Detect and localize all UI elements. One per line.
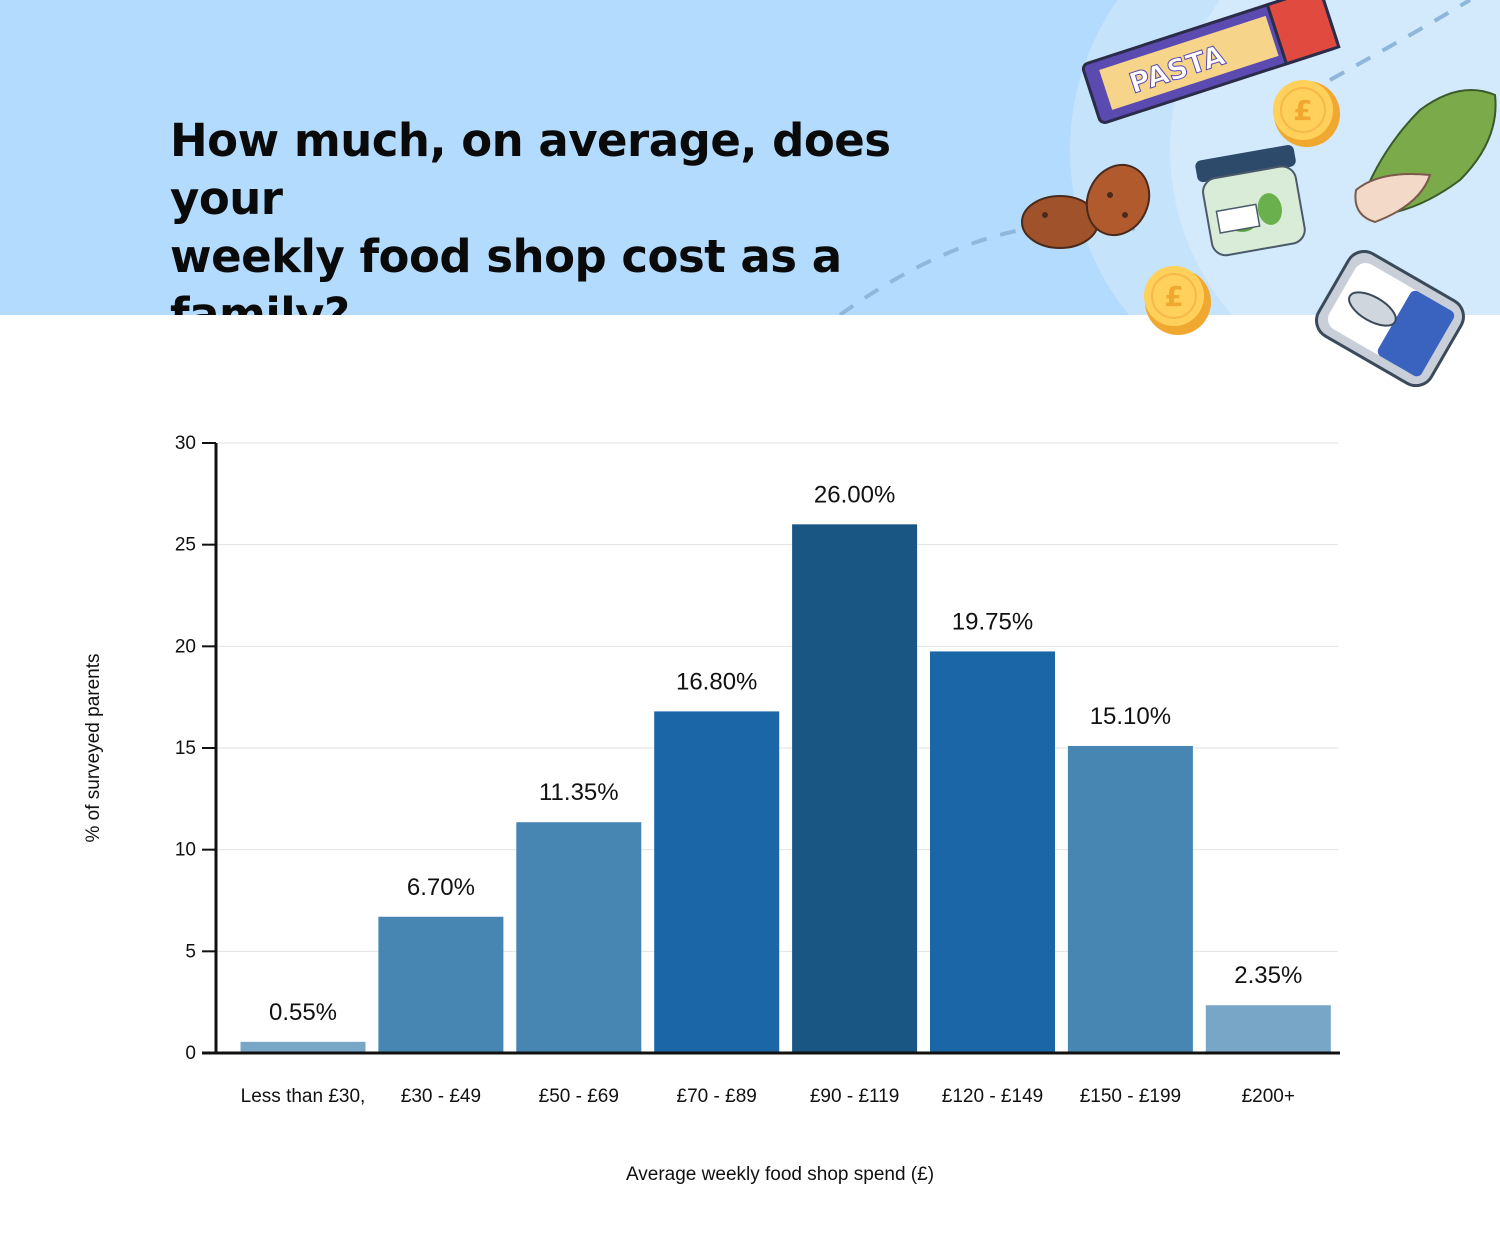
fish-tin-icon xyxy=(1315,250,1465,388)
x-tick-label: £200+ xyxy=(1242,1086,1295,1107)
data-label: 19.75% xyxy=(952,608,1033,635)
potato-icon xyxy=(1021,163,1151,249)
data-label: 2.35% xyxy=(1234,962,1302,989)
bar xyxy=(516,822,642,1053)
data-label: 26.00% xyxy=(814,481,895,508)
pickle-jar-icon xyxy=(1195,144,1306,257)
data-label: 16.80% xyxy=(676,668,757,695)
coin-icon: £ xyxy=(1144,266,1211,335)
bar xyxy=(930,651,1055,1053)
title-line-1: How much, on average, does your xyxy=(170,114,891,225)
bar xyxy=(792,524,918,1053)
pasta-box-icon: PASTA xyxy=(1081,0,1341,125)
y-tick-label: 20 xyxy=(175,636,196,657)
dashed-path xyxy=(1329,0,1472,82)
bar xyxy=(1067,745,1193,1053)
illustrations: PASTA £ £ xyxy=(1021,0,1497,388)
bar xyxy=(654,711,780,1053)
page-title: How much, on average, does your weekly f… xyxy=(170,112,990,315)
coin-symbol: £ xyxy=(1293,94,1312,127)
x-tick-label: Less than £30, xyxy=(241,1086,366,1107)
bar xyxy=(378,916,504,1053)
data-label: 15.10% xyxy=(1090,703,1171,730)
bars xyxy=(240,524,1331,1053)
y-tick-label: 30 xyxy=(175,433,196,454)
x-tick-label: £120 - £149 xyxy=(942,1086,1043,1107)
x-tick-label: £150 - £199 xyxy=(1080,1086,1181,1107)
bar xyxy=(240,1041,366,1053)
y-axis-title: % of surveyed parents xyxy=(83,653,104,842)
x-axis-title: Average weekly food shop spend (£) xyxy=(626,1164,934,1185)
title-line-2: weekly food shop cost as a family? xyxy=(170,230,842,315)
data-label: 11.35% xyxy=(539,779,619,806)
y-tick-label: 25 xyxy=(175,535,196,556)
x-tick-label: £70 - £89 xyxy=(677,1086,757,1107)
y-tick-label: 15 xyxy=(175,738,196,759)
coin-icon: £ xyxy=(1273,80,1340,147)
y-tick-label: 5 xyxy=(185,941,196,962)
x-tick-label: £50 - £69 xyxy=(539,1086,619,1107)
data-label: 0.55% xyxy=(269,999,337,1026)
data-label: 6.70% xyxy=(407,874,475,901)
y-tick-label: 10 xyxy=(175,840,196,861)
data-labels: 0.55% 6.70% 11.35% 16.80% 26.00% 19.75% 15.10%… xyxy=(269,481,1302,1025)
coin-symbol: £ xyxy=(1164,280,1183,313)
x-axis-labels: Less than £30, £30 - £49 £50 - £69 £70 - £8… xyxy=(241,1086,1295,1107)
bar xyxy=(1205,1005,1331,1053)
y-axis-ticks: 0 5 10 15 20 25 30 xyxy=(175,433,216,1064)
bok-choy-icon xyxy=(1354,89,1497,224)
x-tick-label: £90 - £119 xyxy=(810,1086,899,1107)
x-tick-label: £30 - £49 xyxy=(401,1086,481,1107)
y-tick-label: 0 xyxy=(185,1043,196,1064)
